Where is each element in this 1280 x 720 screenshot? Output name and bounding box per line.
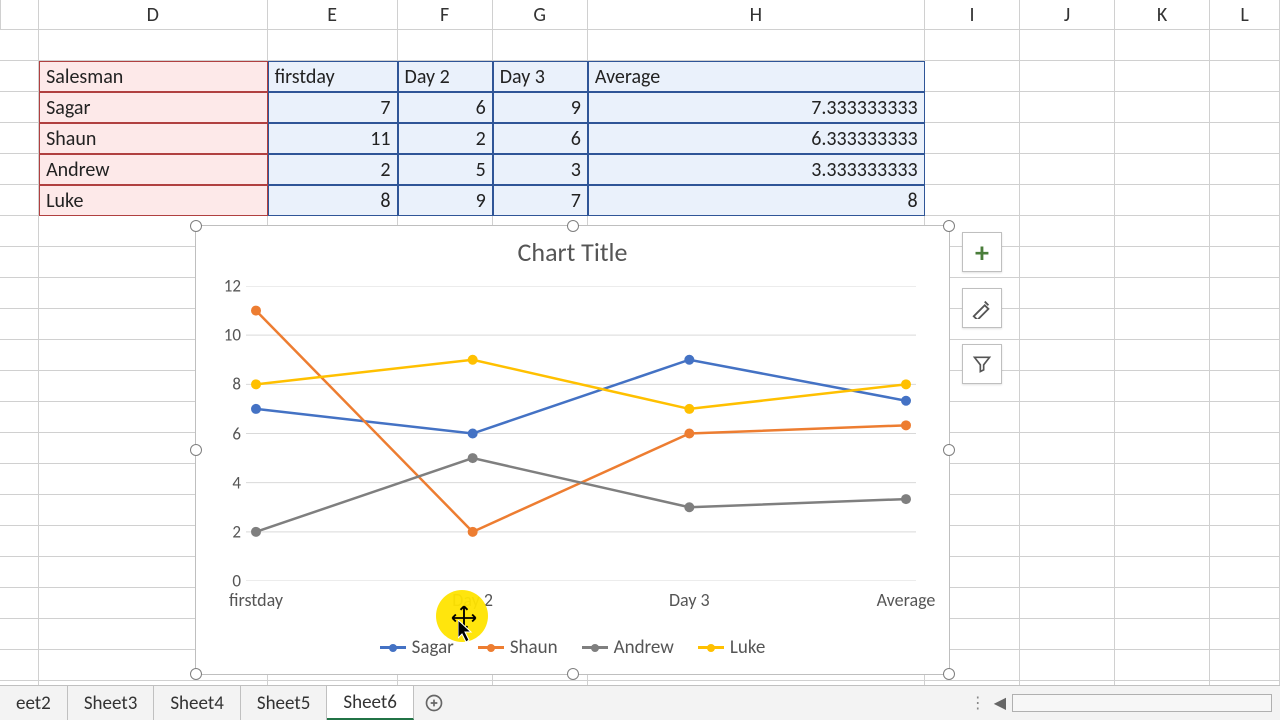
chart-side-buttons: + [962, 232, 1002, 384]
legend-item[interactable]: Shaun [478, 636, 558, 659]
table-row: Sagar 7 6 9 7.333333333 [0, 92, 1280, 123]
plus-circle-icon [424, 693, 444, 713]
chart-filters-button[interactable] [962, 344, 1002, 384]
scroll-left-icon[interactable]: ◀ [994, 693, 1006, 713]
legend-label: Luke [730, 636, 765, 659]
table-header-salesman[interactable]: Salesman [39, 61, 268, 92]
legend-label: Shaun [510, 636, 558, 659]
column-header-K[interactable]: K [1115, 0, 1210, 29]
brush-icon [971, 297, 993, 319]
legend-item[interactable]: Andrew [582, 636, 674, 659]
column-header-F[interactable]: F [398, 0, 493, 29]
column-header-L[interactable]: L [1210, 0, 1280, 29]
plus-icon: + [975, 235, 989, 270]
table-header-firstday[interactable]: firstday [268, 61, 398, 92]
table-header-row: Salesman firstday Day 2 Day 3 Average [0, 61, 1280, 92]
sheet-tab-active[interactable]: Sheet6 [327, 686, 414, 720]
table-header-day3[interactable]: Day 3 [493, 61, 588, 92]
chart-styles-button[interactable] [962, 288, 1002, 328]
column-header-D[interactable]: D [39, 0, 268, 29]
chart-legend[interactable]: Sagar Shaun Andrew Luke [196, 636, 949, 659]
horizontal-scrollbar[interactable] [1012, 694, 1272, 712]
column-header-H[interactable]: H [588, 0, 925, 29]
table-header-day2[interactable]: Day 2 [398, 61, 493, 92]
sheet-tab[interactable]: Sheet5 [241, 686, 328, 720]
legend-label: Sagar [412, 636, 454, 659]
chart-plot-area[interactable] [246, 286, 916, 581]
tab-menu-icon[interactable]: ⋮ [970, 693, 988, 713]
chart-y-axis: 024681012 [206, 286, 241, 581]
sheet-tab[interactable]: eet2 [0, 686, 68, 720]
chart-elements-button[interactable]: + [962, 232, 1002, 272]
legend-item[interactable]: Sagar [380, 636, 454, 659]
chart-object[interactable]: Chart Title 024681012 firstdayDay 2Day 3… [195, 225, 950, 675]
column-header-E[interactable]: E [268, 0, 398, 29]
table-row: Shaun 11 2 6 6.333333333 [0, 123, 1280, 154]
column-headers: D E F G H I J K L [0, 0, 1280, 30]
column-header-G[interactable]: G [493, 0, 588, 29]
highlight-marker [436, 590, 488, 642]
legend-item[interactable]: Luke [698, 636, 765, 659]
legend-label: Andrew [614, 636, 674, 659]
table-row: Luke 8 9 7 8 [0, 185, 1280, 216]
column-header-I[interactable]: I [925, 0, 1020, 29]
chart-title[interactable]: Chart Title [196, 226, 949, 272]
sheet-tabs: eet2 Sheet3 Sheet4 Sheet5 Sheet6 ⋮ ◀ [0, 685, 1280, 720]
table-row: Andrew 2 5 3 3.333333333 [0, 154, 1280, 185]
sheet-tab[interactable]: Sheet3 [68, 686, 155, 720]
add-sheet-button[interactable] [414, 686, 454, 720]
filter-icon [972, 354, 992, 374]
table-header-average[interactable]: Average [588, 61, 925, 92]
sheet-tab[interactable]: Sheet4 [154, 686, 241, 720]
column-header-J[interactable]: J [1020, 0, 1115, 29]
column-header-partial[interactable] [0, 0, 39, 29]
